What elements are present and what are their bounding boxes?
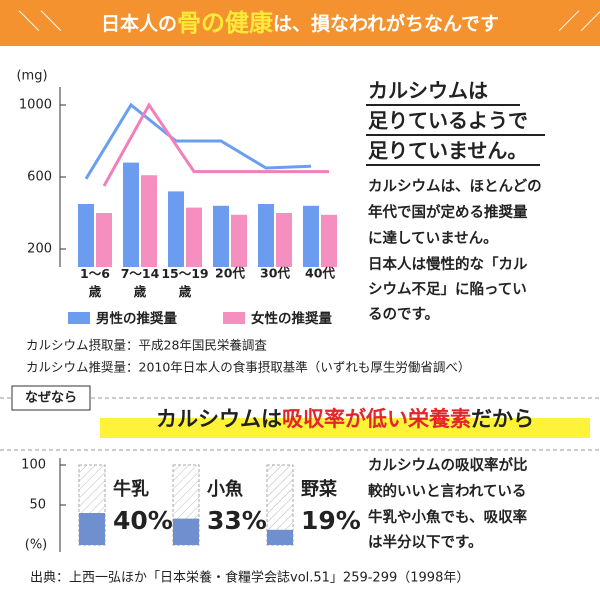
reason-banner: カルシウムは吸収率が低い栄養素だから <box>156 407 534 431</box>
y-axis-label: (%) <box>25 538 48 553</box>
header-title: 日本人の骨の健康は、損なわれがちなんです <box>101 9 499 37</box>
source: 出典：上西一弘ほか「日本栄養・食糧学会誌vol.51」259-299（1998年… <box>30 570 469 586</box>
summary-body: 年代で国が定める推奨量 <box>368 203 528 221</box>
category-label: 小魚 <box>207 478 243 500</box>
legend-swatch <box>223 312 245 324</box>
summary-body: シウム不足」に陥ってい <box>368 280 527 298</box>
header-deco: ／／ <box>558 10 600 35</box>
bar <box>123 162 139 267</box>
y-tick-label: 50 <box>29 498 46 513</box>
x-tick-label: 30代 <box>260 266 290 281</box>
reason-tag: なぜなら <box>25 391 77 406</box>
bar <box>258 204 274 267</box>
bar <box>321 214 337 267</box>
reason-line: 較的いいと言われている <box>368 482 526 500</box>
bar <box>141 175 157 267</box>
bar <box>267 529 293 545</box>
bar <box>231 214 247 267</box>
y-tick-label: 200 <box>27 242 52 257</box>
tag-box <box>11 385 91 411</box>
y-tick-label: 100 <box>21 458 46 473</box>
summary-body: に達していません。 <box>368 229 498 247</box>
category-label: 牛乳 <box>113 478 149 500</box>
bar <box>96 213 112 267</box>
x-tick-label-line: 1～6 <box>80 266 110 281</box>
reason-line: カルシウムの吸収率が比 <box>368 456 528 474</box>
x-tick-label-line: 歳 <box>179 284 192 299</box>
legend-swatch <box>68 312 90 324</box>
absorption-chart: (%) 50 100 牛乳 40% 小魚 33% 野菜 19% <box>21 458 361 553</box>
x-tick-label-line: 歳 <box>89 284 102 299</box>
note: カルシウム摂取量：平成28年国民栄養調査 <box>26 338 267 353</box>
header-band <box>0 0 600 46</box>
banner-part: 吸収率が低い栄養素 <box>282 407 471 431</box>
highlight <box>100 418 590 438</box>
bar <box>276 213 292 267</box>
x-tick-label-line: 歳 <box>134 284 147 299</box>
banner-part: だから <box>471 407 534 431</box>
intake-line <box>102 102 329 187</box>
note: カルシウム推奨量：2010年日本人の食事摂取基準（いずれも厚生労働省調べ） <box>26 360 470 375</box>
intake-chart: (mg) 200 600 1000 1～6 歳 7～14 歳 15～19 歳 20代 30代 40代男性… <box>16 69 337 327</box>
reason-line: 牛乳や小魚でも、吸収率 <box>368 508 528 526</box>
header-deco: ＼＼ <box>18 10 62 35</box>
header-title-part: 日本人の <box>101 12 177 35</box>
summary-heading: 足りているようで <box>368 109 528 133</box>
summary-body: カルシウムは、ほとんどの <box>368 178 542 195</box>
intake-line <box>84 102 312 180</box>
x-tick-label: 20代 <box>215 266 245 281</box>
bar <box>303 205 319 267</box>
header-title-part: 骨の健康 <box>177 9 274 37</box>
banner-part: カルシウムは <box>156 407 282 431</box>
x-tick-label: 7～14 歳 <box>121 266 160 299</box>
bar <box>79 513 105 545</box>
summary-body: 日本人は慢性的な「カル <box>368 255 528 273</box>
header-title-part: は、損なわれがちなんです <box>273 12 499 35</box>
x-tick-label-line: 7～14 <box>121 266 160 281</box>
x-tick-label: 15～19 歳 <box>161 266 208 299</box>
summary: カルシウムは 足りているようで 足りていません。 カルシウムは、ほとんどの 年代… <box>366 79 545 323</box>
bar <box>213 205 229 267</box>
summary-heading: カルシウムは <box>368 79 488 103</box>
summary-heading: 足りていません。 <box>368 139 527 163</box>
y-tick-label: 600 <box>27 170 52 185</box>
bar <box>168 191 184 267</box>
value-label: 40% <box>113 506 173 535</box>
bar <box>186 207 202 267</box>
reason-line: は半分以下です。 <box>368 533 483 551</box>
y-axis-label: (mg) <box>16 69 47 84</box>
x-tick-label: 1～6 歳 <box>80 266 110 299</box>
legend-label: 女性の推奨量 <box>251 310 332 327</box>
legend-label: 男性の推奨量 <box>96 310 177 327</box>
reason-body: カルシウムの吸収率が比 較的いいと言われている 牛乳や小魚でも、吸収率 は半分以… <box>368 456 528 551</box>
summary-body: るのです。 <box>368 306 439 323</box>
category-label: 野菜 <box>301 479 337 500</box>
bar <box>173 518 199 545</box>
x-tick-label-line: 15～19 <box>161 266 208 281</box>
x-tick-label: 40代 <box>305 266 335 281</box>
value-label: 33% <box>207 506 267 535</box>
bar <box>78 204 94 267</box>
value-label: 19% <box>301 506 361 535</box>
y-tick-label: 1000 <box>19 98 52 113</box>
